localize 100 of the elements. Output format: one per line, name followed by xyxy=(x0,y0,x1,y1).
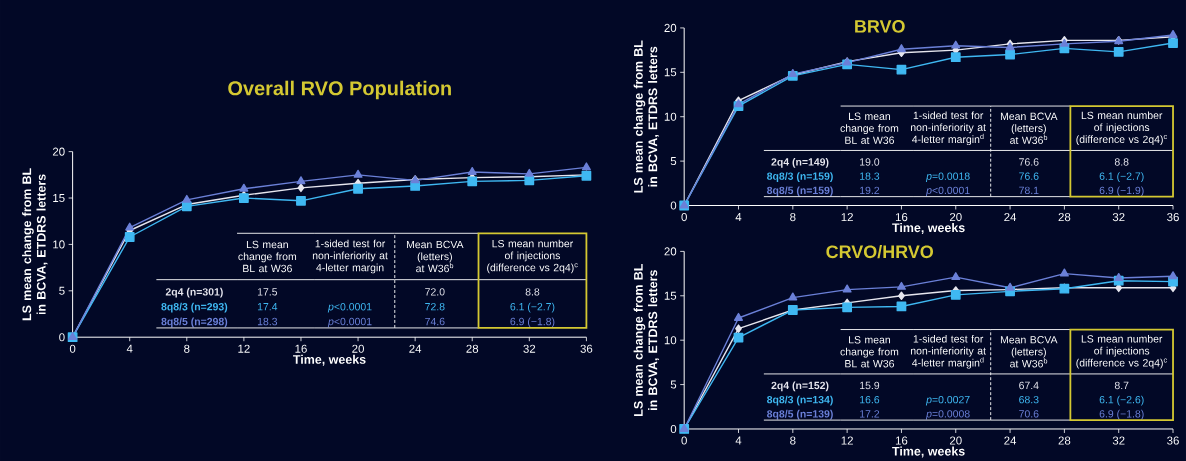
x-tick-label: 16 xyxy=(295,344,307,353)
text: 8q8/5 (n=139) xyxy=(767,409,833,420)
annotation: LS mean number of injections (difference vs 2q4)$^{c}$ xyxy=(487,239,578,274)
annotation: 15.9 xyxy=(860,381,880,390)
annotation: Mean BCVA (letters) at W36$^{b}$ xyxy=(406,240,464,273)
x-tick-label: 4 xyxy=(735,213,742,221)
y-axis-title: LS mean change from BL in BCVA, ETDRS letters xyxy=(633,40,660,193)
annotation: LS mean number of injections (difference vs 2q4)$^{c}$ xyxy=(1076,334,1167,369)
text: 2q4 (n=301) xyxy=(165,287,223,298)
annotation: LS mean number of injections (difference vs 2q4)$^{c}$ xyxy=(1076,111,1167,146)
text: 8q8/5 (n=159) xyxy=(767,186,833,197)
annotation: 16.6 xyxy=(860,395,880,404)
annotation: 8.8 xyxy=(1114,158,1129,166)
x-tick-label: 24 xyxy=(1004,213,1017,222)
annotation: 78.1 xyxy=(1019,186,1039,195)
annotation: 8.7 xyxy=(1114,381,1129,390)
x-tick-label: 20 xyxy=(949,436,962,445)
annotation: p<0.0001 xyxy=(327,317,372,328)
annotation: p=0.0027 xyxy=(925,395,970,406)
annotation: 74.6 xyxy=(425,317,445,326)
y-tick-label: 5 xyxy=(59,286,65,295)
x-axis-title: Time, weeks xyxy=(892,223,965,235)
y-tick-label: 15 xyxy=(664,291,677,300)
y-tick-label: 10 xyxy=(53,240,65,249)
annotation: 6.9 (−1.8) xyxy=(510,317,555,328)
y-tick-label: 0 xyxy=(670,424,677,434)
annotation: 17.5 xyxy=(257,288,278,296)
x-tick-label: 36 xyxy=(1167,436,1179,445)
x-tick-label: 12 xyxy=(841,436,853,445)
x-tick-label: 12 xyxy=(238,344,250,353)
chart-title: BRVO xyxy=(855,20,905,33)
annotation: 68.3 xyxy=(1019,395,1039,404)
x-tick-label: 32 xyxy=(1112,213,1125,222)
annotation: 8.8 xyxy=(525,288,540,296)
y-tick-label: 10 xyxy=(664,112,677,121)
text: 8q8/3 (n=134) xyxy=(767,395,833,406)
x-tick-label: 28 xyxy=(1058,213,1071,222)
x-tick-label: 0 xyxy=(69,344,76,353)
annotation: 17.2 xyxy=(860,410,880,418)
annotation: LS mean change from BL at W36 xyxy=(840,336,899,368)
annotation: p<0.0001 xyxy=(327,303,372,313)
y-tick-label: 10 xyxy=(664,336,677,345)
y-tick-label: 0 xyxy=(670,201,677,210)
x-tick-label: 24 xyxy=(1004,436,1017,445)
y-tick-label: 0 xyxy=(59,333,65,342)
x-tick-label: 20 xyxy=(352,344,364,353)
annotation: 76.6 xyxy=(1019,172,1039,180)
y-tick-label: 15 xyxy=(53,194,65,203)
x-tick-label: 16 xyxy=(895,213,908,222)
annotation: 6.1 (−2.7) xyxy=(1099,172,1144,182)
x-tick-label: 8 xyxy=(790,436,796,445)
y-tick-label: 15 xyxy=(664,68,677,77)
text: 2q4 (n=152) xyxy=(771,381,829,392)
annotation: LS mean change from BL at W36 xyxy=(238,240,297,273)
text: 8q8/3 (n=159) xyxy=(767,172,833,182)
chart-title: CRVO/HRVO xyxy=(826,244,934,259)
text: 8q8/5 (n=298) xyxy=(161,317,228,328)
text: 2q4 (n=149) xyxy=(771,158,829,168)
annotation: 19.2 xyxy=(860,186,880,195)
annotation: 6.1 (−2.7) xyxy=(510,302,555,313)
x-tick-label: 28 xyxy=(466,344,479,353)
x-tick-label: 0 xyxy=(681,213,687,222)
annotation: 6.9 (−1.8) xyxy=(1099,409,1144,420)
annotation: LS mean change from BL at W36 xyxy=(840,112,899,144)
annotation: 1-sided test for non-inferiority at 4-letter margin$^{d}$ xyxy=(911,334,986,369)
x-tick-label: 8 xyxy=(184,344,190,353)
annotation: 67.4 xyxy=(1019,381,1039,390)
chart-title: Overall RVO Population xyxy=(228,80,451,100)
x-tick-label: 32 xyxy=(523,344,536,353)
y-axis-title: LS mean change from BL in BCVA, ETDRS letters xyxy=(22,168,48,321)
x-tick-label: 4 xyxy=(735,436,742,445)
y-tick-label: 5 xyxy=(670,380,677,389)
annotation: 19.0 xyxy=(860,158,880,166)
annotation: 72.0 xyxy=(425,288,445,296)
y-tick-label: 20 xyxy=(52,147,65,156)
y-tick-label: 5 xyxy=(670,157,677,166)
x-axis-title: Time, weeks xyxy=(293,354,366,366)
annotation: p=0.0008 xyxy=(925,410,970,420)
annotation: 76.6 xyxy=(1019,158,1039,166)
annotation: 72.8 xyxy=(425,303,445,311)
x-tick-label: 20 xyxy=(949,213,962,222)
annotation: Mean BCVA (letters) at W36$^{b}$ xyxy=(1000,336,1058,368)
y-tick-label: 20 xyxy=(664,247,677,256)
annotation: 18.3 xyxy=(860,172,880,180)
x-tick-label: 0 xyxy=(681,436,687,445)
y-tick-label: 20 xyxy=(664,23,677,33)
annotation: 1-sided test for non-inferiority at 4-letter margin$^{d}$ xyxy=(911,111,986,146)
x-tick-label: 32 xyxy=(1112,436,1125,445)
annotation: 70.6 xyxy=(1019,410,1039,418)
annotation: p=0.0018 xyxy=(925,172,970,182)
x-tick-label: 4 xyxy=(126,344,133,353)
x-tick-label: 36 xyxy=(1167,213,1179,222)
annotation: 6.9 (−1.9) xyxy=(1099,186,1144,197)
x-tick-label: 36 xyxy=(580,344,593,353)
x-tick-label: 28 xyxy=(1058,436,1071,445)
annotation: 1-sided test for non-inferiority at 4-letter margin xyxy=(312,239,388,274)
annotation: 6.1 (−2.6) xyxy=(1099,395,1144,406)
x-axis-title: Time, weeks xyxy=(892,446,965,458)
x-tick-label: 8 xyxy=(790,213,796,222)
annotation: 17.4 xyxy=(257,303,278,311)
